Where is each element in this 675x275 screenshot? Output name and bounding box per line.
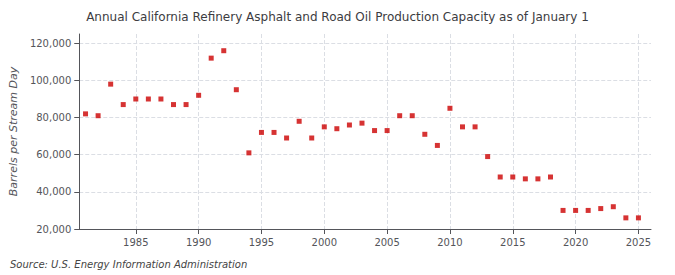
svg-text:2000: 2000 bbox=[312, 237, 337, 248]
svg-text:2010: 2010 bbox=[437, 237, 462, 248]
svg-text:20,000: 20,000 bbox=[36, 224, 71, 235]
svg-text:80,000: 80,000 bbox=[36, 112, 71, 123]
svg-text:100,000: 100,000 bbox=[30, 75, 71, 86]
svg-text:2020: 2020 bbox=[563, 237, 588, 248]
svg-text:120,000: 120,000 bbox=[30, 38, 71, 49]
svg-text:40,000: 40,000 bbox=[36, 186, 71, 197]
svg-text:2005: 2005 bbox=[374, 237, 399, 248]
svg-text:Annual California Refinery Asp: Annual California Refinery Asphalt and R… bbox=[86, 10, 589, 24]
svg-text:2015: 2015 bbox=[500, 237, 525, 248]
svg-text:1990: 1990 bbox=[186, 237, 211, 248]
svg-text:1995: 1995 bbox=[249, 237, 274, 248]
svg-text:Source: U.S. Energy Informatio: Source: U.S. Energy Information Administ… bbox=[10, 259, 247, 270]
svg-text:60,000: 60,000 bbox=[36, 149, 71, 160]
svg-text:2025: 2025 bbox=[626, 237, 651, 248]
svg-text:Barrels per Stream Day: Barrels per Stream Day bbox=[7, 66, 20, 196]
svg-text:1985: 1985 bbox=[123, 237, 148, 248]
